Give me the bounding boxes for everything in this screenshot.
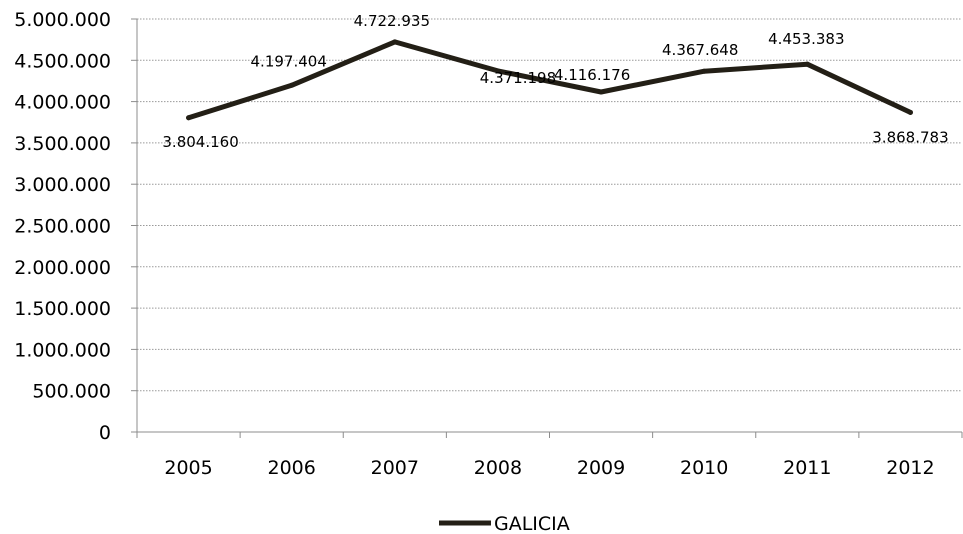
y-tick-label: 500.000 xyxy=(32,381,111,403)
data-label: 3.804.160 xyxy=(162,133,238,151)
data-label: 4.116.176 xyxy=(554,66,630,84)
x-tick-label: 2007 xyxy=(371,457,419,479)
series-line xyxy=(186,39,913,121)
data-point xyxy=(598,89,604,95)
y-tick-label: 3.500.000 xyxy=(14,133,111,155)
data-label: 3.868.783 xyxy=(872,128,948,146)
data-label: 4.722.935 xyxy=(354,12,430,30)
x-tick-label: 2011 xyxy=(783,457,831,479)
data-point xyxy=(289,82,295,88)
data-label: 4.367.648 xyxy=(662,41,738,59)
data-point xyxy=(907,109,913,115)
axes: 0 500.000 1.000.000 1.500.000 2.000.000 2.500… xyxy=(14,9,963,479)
data-label: 4.197.404 xyxy=(251,52,327,70)
y-tick-label: 1.000.000 xyxy=(14,339,111,361)
y-tick-label: 5.000.000 xyxy=(14,9,111,31)
x-tick-label: 2006 xyxy=(268,457,316,479)
y-tick-label: 2.000.000 xyxy=(14,257,111,279)
y-tick-label: 0 xyxy=(99,422,111,444)
data-point xyxy=(392,39,398,45)
y-tick-label: 3.000.000 xyxy=(14,174,111,196)
data-point xyxy=(804,61,810,67)
y-tick-label: 2.500.000 xyxy=(14,216,111,238)
y-tick-label: 1.500.000 xyxy=(14,298,111,320)
x-tick-label: 2009 xyxy=(577,457,625,479)
x-tick-label: 2005 xyxy=(164,457,212,479)
y-tick-label: 4.500.000 xyxy=(14,50,111,72)
data-point xyxy=(495,68,501,74)
x-tick-label: 2008 xyxy=(474,457,522,479)
x-tick-label: 2010 xyxy=(680,457,728,479)
y-tick-label: 4.000.000 xyxy=(14,92,111,114)
data-label: 4.371.198 xyxy=(480,69,556,87)
x-tick-label: 2012 xyxy=(886,457,934,479)
data-labels: 3.804.160 4.197.404 4.722.935 4.371.1984.11… xyxy=(162,12,948,151)
data-point xyxy=(186,115,192,121)
legend-label: GALICIA xyxy=(494,513,570,534)
gridlines xyxy=(137,18,962,392)
legend: GALICIA xyxy=(439,513,570,534)
series-layer xyxy=(186,39,913,121)
data-point xyxy=(701,68,707,74)
data-label: 4.453.383 xyxy=(768,30,844,48)
